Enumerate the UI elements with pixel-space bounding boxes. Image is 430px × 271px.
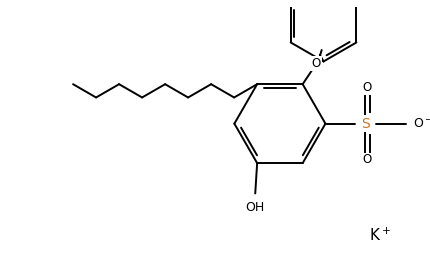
Text: OH: OH xyxy=(245,201,264,214)
Text: O: O xyxy=(310,57,320,70)
Text: O$^-$: O$^-$ xyxy=(412,117,430,130)
Text: K$^+$: K$^+$ xyxy=(368,227,390,244)
Text: O: O xyxy=(362,81,371,94)
Text: O: O xyxy=(362,153,371,166)
Text: S: S xyxy=(360,117,369,131)
